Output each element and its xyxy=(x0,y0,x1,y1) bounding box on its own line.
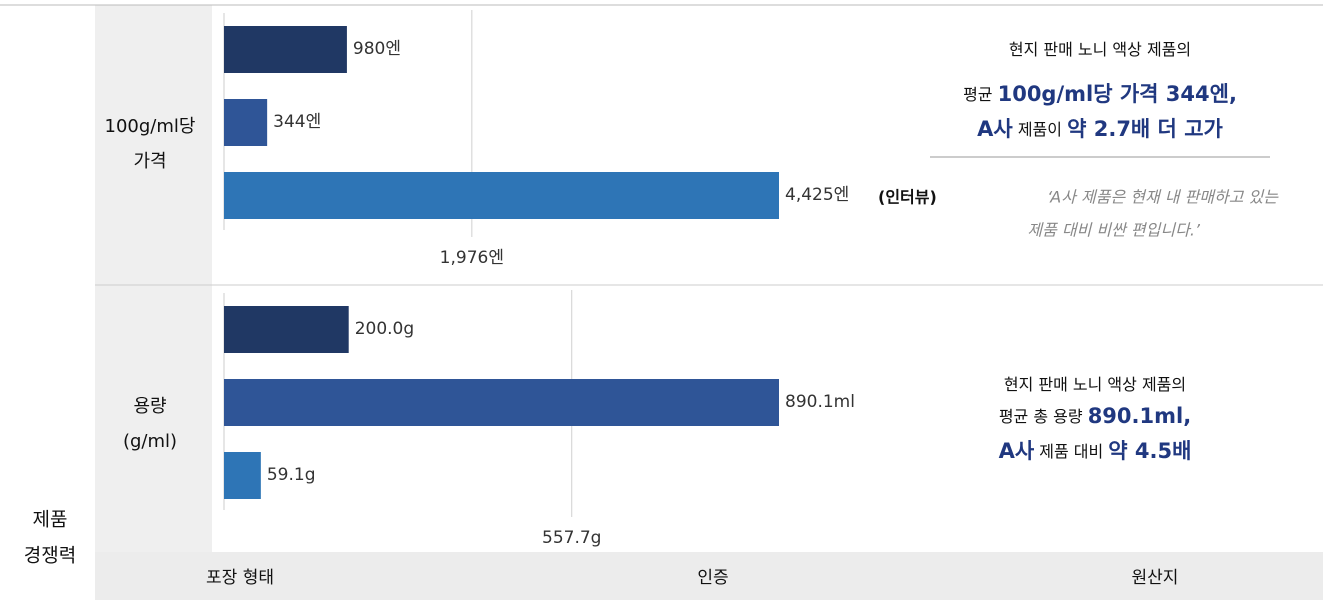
note-text: 제품이 xyxy=(1013,120,1067,139)
value-label: 59.1g xyxy=(267,465,316,485)
bar xyxy=(224,306,349,353)
footer-tab: 인증 xyxy=(697,568,728,588)
note-emphasis: 100g/ml당 가격 344엔, xyxy=(998,82,1237,106)
row-label: (g/ml) xyxy=(123,431,177,452)
bar xyxy=(224,452,261,499)
note-line: A사 제품 대비 약 4.5배 xyxy=(999,439,1192,463)
label-column xyxy=(95,5,212,552)
row-label: 용량 xyxy=(133,396,166,417)
note-text: 현지 판매 노니 액상 제품의 xyxy=(1004,375,1186,394)
value-label: 344엔 xyxy=(273,112,321,132)
note-line: A사 제품이 약 2.7배 더 고가 xyxy=(977,117,1223,141)
note-emphasis: 약 4.5배 xyxy=(1108,439,1191,463)
note-text: 평균 총 용량 xyxy=(999,407,1088,426)
note-emphasis: 890.1ml, xyxy=(1088,404,1191,428)
note-emphasis: 약 2.7배 더 고가 xyxy=(1067,117,1223,141)
note-line: 현지 판매 노니 액상 제품의 xyxy=(1009,40,1191,59)
note-text: 평균 xyxy=(963,85,998,104)
value-label: 890.1ml xyxy=(785,392,855,412)
interview-tag: (인터뷰) xyxy=(878,188,937,207)
section-label: 경쟁력 xyxy=(24,545,76,567)
note-text: 제품 대비 xyxy=(1034,442,1108,461)
value-label: 200.0g xyxy=(355,319,414,339)
bar xyxy=(224,99,268,146)
note-text: 현지 판매 노니 액상 제품의 xyxy=(1009,40,1191,59)
reference-label: 557.7g xyxy=(542,528,601,548)
interview-quote: ‘A사 제품은 현재 내 판매하고 있는 xyxy=(1047,188,1279,207)
reference-label: 1,976엔 xyxy=(440,248,504,268)
note-emphasis: A사 xyxy=(977,117,1013,141)
note-line: 현지 판매 노니 액상 제품의 xyxy=(1004,375,1186,394)
note-line: 평균 총 용량 890.1ml, xyxy=(999,404,1191,428)
note-line: 평균 100g/ml당 가격 344엔, xyxy=(963,82,1237,106)
bar xyxy=(224,172,779,219)
note-emphasis: A사 xyxy=(999,439,1035,463)
footer-bar xyxy=(95,552,1323,600)
value-label: 4,425엔 xyxy=(785,185,849,205)
bar xyxy=(224,26,347,73)
row-label: 100g/ml당 xyxy=(105,116,196,137)
row-label: 가격 xyxy=(133,151,166,172)
footer-tab: 포장 형태 xyxy=(206,568,274,588)
bar xyxy=(224,379,779,426)
value-label: 980엔 xyxy=(353,39,401,59)
footer-tab: 원산지 xyxy=(1132,568,1179,588)
interview-quote: 제품 대비 비싼 편입니다.’ xyxy=(1027,221,1201,240)
section-label: 제품 xyxy=(33,509,68,531)
